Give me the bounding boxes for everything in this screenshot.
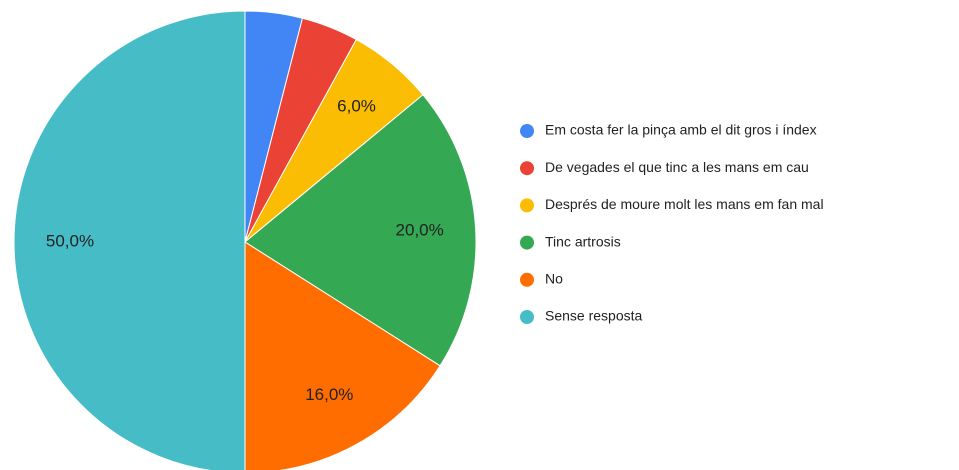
pie-slice	[13, 10, 246, 470]
legend-text: Després de moure molt les mans em fan ma…	[545, 196, 824, 212]
legend-text: Sense resposta	[545, 308, 642, 324]
pie-slice	[244, 94, 477, 367]
pie-slice	[244, 241, 441, 470]
legend-text: Em costa fer la pinça amb el dit gros i …	[545, 122, 817, 138]
legend-swatch	[520, 310, 534, 324]
legend-swatch	[520, 235, 534, 250]
slice-label: 6,0%	[337, 97, 376, 116]
slice-label: 50,0%	[46, 231, 94, 250]
legend-swatch	[520, 124, 534, 138]
legend-text: No	[545, 271, 563, 287]
legend-text: De vegades el que tinc a les mans em cau	[545, 159, 809, 175]
legend-text: Tinc artrosis	[545, 233, 621, 249]
legend-swatch	[520, 161, 534, 176]
slice-label: 20,0%	[396, 220, 444, 239]
slice-label: 16,0%	[305, 385, 353, 404]
legend-swatch	[520, 198, 534, 213]
legend-swatch	[520, 272, 534, 287]
